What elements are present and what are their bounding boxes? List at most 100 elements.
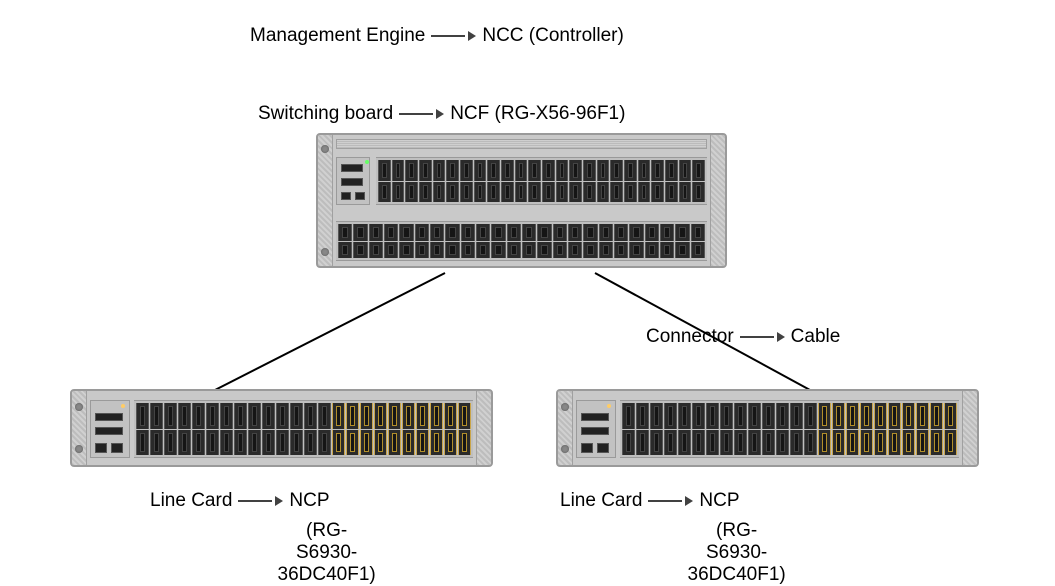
switch-port: [651, 182, 664, 203]
switch-port: [629, 224, 643, 241]
switch-port: [150, 403, 163, 429]
switch-port: [832, 403, 845, 429]
switch-port: [679, 160, 692, 181]
ncp-left-mgmt: [90, 400, 130, 458]
ncf-ports-lower: [336, 221, 707, 261]
switch-port: [491, 224, 505, 241]
arrow-icon: [238, 496, 283, 506]
switch-port: [583, 160, 596, 181]
switch-port: [790, 430, 803, 456]
switch-port: [445, 242, 459, 259]
switch-port: [553, 224, 567, 241]
switch-port: [650, 430, 663, 456]
switch-port: [192, 403, 205, 429]
switch-port: [461, 224, 475, 241]
switch-port: [304, 430, 317, 456]
switch-port: [164, 403, 177, 429]
switch-port: [720, 403, 733, 429]
switch-port: [888, 403, 901, 429]
switch-port: [597, 160, 610, 181]
switch-port: [860, 403, 873, 429]
switch-port: [248, 430, 261, 456]
switch-port: [804, 430, 817, 456]
switch-port: [405, 182, 418, 203]
switch-port: [353, 224, 367, 241]
switch-port: [706, 403, 719, 429]
ncf-top-strip: [336, 139, 707, 149]
label-connector: Connector: [646, 326, 734, 348]
switch-port: [220, 403, 233, 429]
switch-port: [178, 403, 191, 429]
label-linecard-right-row: Line Card NCP: [560, 490, 740, 512]
switch-port: [651, 160, 664, 181]
switch-port: [415, 224, 429, 241]
switch-port: [645, 224, 659, 241]
switch-port: [542, 160, 555, 181]
switch-port: [692, 182, 705, 203]
label-ncp-left: NCP: [289, 490, 329, 512]
switch-port: [818, 403, 831, 429]
switch-port: [290, 430, 303, 456]
switch-port: [846, 430, 859, 456]
switch-port: [902, 430, 915, 456]
switch-port: [444, 430, 457, 456]
switch-port: [405, 160, 418, 181]
label-ncc: NCC (Controller): [482, 25, 623, 47]
switch-port: [136, 403, 149, 429]
switch-port: [660, 242, 674, 259]
switch-port: [748, 430, 761, 456]
switch-port: [332, 403, 345, 429]
switch-port: [515, 160, 528, 181]
switch-port: [419, 182, 432, 203]
switch-port: [415, 242, 429, 259]
switch-port: [388, 430, 401, 456]
switch-port: [874, 403, 887, 429]
switch-port: [346, 430, 359, 456]
switch-port: [338, 242, 352, 259]
switch-port: [507, 242, 521, 259]
switch-port: [276, 430, 289, 456]
label-switching-board-row: Switching board NCF (RG-X56-96F1): [258, 103, 625, 125]
switch-port: [678, 403, 691, 429]
switch-port: [556, 160, 569, 181]
ncp-right-ports: [620, 400, 959, 458]
diagram-canvas: Management Engine NCC (Controller) Switc…: [0, 0, 1055, 582]
switch-port: [430, 403, 443, 429]
switch-port: [458, 403, 471, 429]
switch-port: [692, 430, 705, 456]
ncf-switch: [316, 133, 727, 268]
switch-port: [930, 430, 943, 456]
ncp-left-ports: [134, 400, 473, 458]
label-linecard-left: Line Card: [150, 490, 232, 512]
switch-port: [804, 403, 817, 429]
switch-port: [583, 182, 596, 203]
switch-port: [691, 224, 705, 241]
switch-port: [338, 224, 352, 241]
switch-port: [650, 403, 663, 429]
switch-port: [691, 242, 705, 259]
switch-port: [583, 224, 597, 241]
switch-port: [374, 403, 387, 429]
switch-port: [636, 430, 649, 456]
switch-port: [461, 242, 475, 259]
switch-port: [944, 403, 957, 429]
switch-port: [675, 224, 689, 241]
switch-port: [622, 430, 635, 456]
switch-port: [369, 242, 383, 259]
switch-port: [692, 160, 705, 181]
label-model-left: (RG-S6930-36DC40F1): [278, 520, 376, 586]
switch-port: [206, 403, 219, 429]
switch-port: [276, 403, 289, 429]
switch-port: [734, 403, 747, 429]
switch-port: [597, 182, 610, 203]
switch-port: [776, 430, 789, 456]
switch-port: [542, 182, 555, 203]
switch-port: [776, 403, 789, 429]
switch-port: [388, 403, 401, 429]
switch-port: [762, 403, 775, 429]
switch-port: [392, 160, 405, 181]
switch-port: [664, 403, 677, 429]
switch-port: [416, 430, 429, 456]
switch-port: [888, 430, 901, 456]
ncf-ports-upper: [376, 157, 707, 205]
